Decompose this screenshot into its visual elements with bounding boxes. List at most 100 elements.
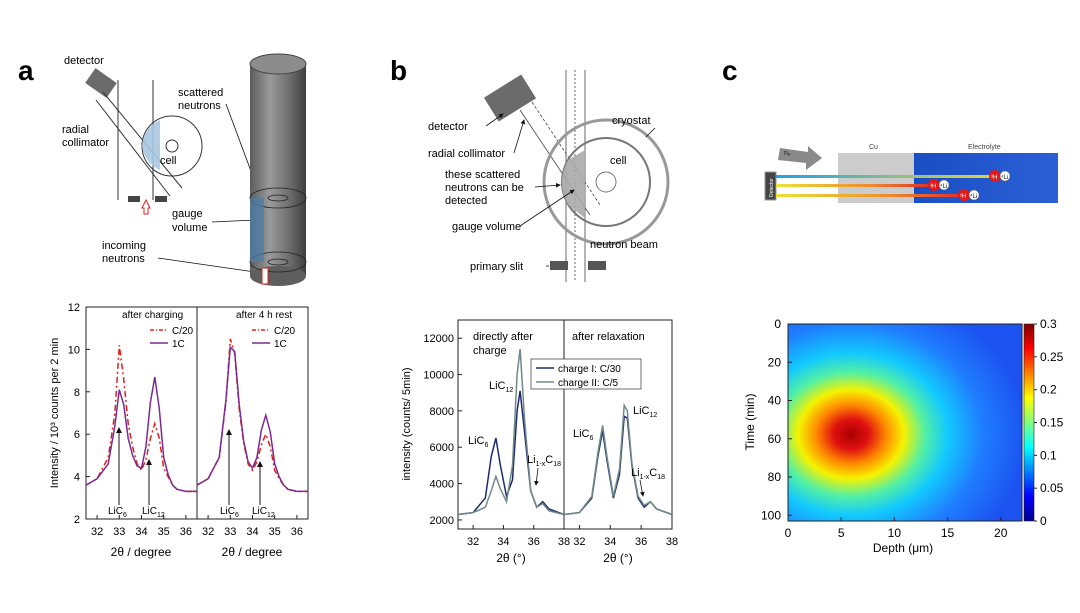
xtick-label-c: 5 xyxy=(838,526,845,540)
plot-b-frame xyxy=(457,319,673,530)
plot-b-legend: charge I: C/30 charge II: C/5 xyxy=(530,358,642,390)
cbar-tick-label: 0.15 xyxy=(1040,416,1064,430)
ann-a-lic12-left: LiC12 xyxy=(142,506,165,519)
plot-a-xlabel-left: 2θ / degree xyxy=(111,545,172,559)
plot-b-ylabel: intensity (counts/ 5min) xyxy=(401,367,413,480)
legend-a-label: C/20 xyxy=(172,326,194,337)
xtick-label-c: 0 xyxy=(785,526,792,540)
xtick-label-a: 32 xyxy=(202,526,214,538)
xtick-label-a: 34 xyxy=(246,526,258,538)
legend-b-1: charge I: C/30 xyxy=(558,364,621,375)
xtick-label-a: 36 xyxy=(291,526,303,538)
label-these2: neutrons can be xyxy=(445,182,524,194)
xtick-label-b: 36 xyxy=(528,536,540,548)
ytick-label-b: 6000 xyxy=(430,442,454,454)
ann-b-li-left: Li1-xC18 xyxy=(527,454,561,468)
plot-a-left-title: after charging xyxy=(122,310,183,321)
ytick-label-a: 2 xyxy=(74,514,80,526)
heatmap-ylabel: Time (min) xyxy=(743,394,757,451)
ytick-label-a: 6 xyxy=(74,429,80,441)
ann-b-li-right: Li1-xC18 xyxy=(631,467,665,481)
xtick-label-b: 38 xyxy=(558,536,570,548)
xtick-label-a: 33 xyxy=(113,526,125,538)
label-detector-c: Detector xyxy=(769,178,775,197)
plot-b-xlabel-left: 2θ (°) xyxy=(496,551,525,565)
panel-c-schematic: Cu Electrolyte Detector nₑ ³H ⁴Li ³H ⁴Li… xyxy=(764,144,1058,203)
label-cell-b: cell xyxy=(610,155,627,167)
plot-a-xlabel-right: 2θ / degree xyxy=(222,545,283,559)
label-incoming-neutrons: neutrons xyxy=(102,253,145,265)
label-li-1: ⁴Li xyxy=(1001,174,1008,181)
plot-a-right-title: after 4 h rest xyxy=(236,310,292,321)
cbar-tick-label: 0.3 xyxy=(1040,317,1057,331)
heatmap-xlabel: Depth (μm) xyxy=(873,541,933,555)
label-beam: neutron beam xyxy=(590,239,658,251)
xtick-label-a: 34 xyxy=(135,526,147,538)
ytick-label-c: 0 xyxy=(774,317,781,331)
label-detector-a: detector xyxy=(64,55,104,67)
cbar-tick-label: 0 xyxy=(1040,514,1047,528)
ytick-label-b: 2000 xyxy=(430,515,454,527)
cbar-tick-label: 0.1 xyxy=(1040,448,1057,462)
xtick-label-a: 35 xyxy=(158,526,170,538)
label-ne: nₑ xyxy=(784,150,791,157)
label-neutrons: neutrons xyxy=(178,100,221,112)
label-h-3: ³H xyxy=(960,194,966,200)
label-h-2: ³H xyxy=(930,184,936,190)
label-collimator: collimator xyxy=(62,137,109,149)
ytick-label-c: 60 xyxy=(768,432,782,446)
label-electrolyte: Electrolyte xyxy=(968,144,1001,151)
ann-b-lic12-left: LiC12 xyxy=(489,380,513,394)
series-b-left-0 xyxy=(457,390,565,516)
label-li-3: ⁴Li xyxy=(970,193,977,200)
ytick-label-b: 10000 xyxy=(423,370,454,382)
series-a-left-1c xyxy=(85,376,197,493)
series-a-right-1c xyxy=(196,345,308,493)
panel-b-schematic: detector radial collimator these scatter… xyxy=(428,70,670,282)
panel-letter-b: b xyxy=(390,55,407,86)
xtick-label-b: 34 xyxy=(604,536,616,548)
legend-a-label: C/20 xyxy=(274,326,296,337)
label-slit: primary slit xyxy=(470,261,523,273)
xtick-label-a: 32 xyxy=(91,526,103,538)
xtick-label-a: 33 xyxy=(224,526,236,538)
panel-letter-a: a xyxy=(18,55,34,86)
label-detector-b: detector xyxy=(428,121,468,133)
panel-c-heatmap: Time (min) Depth (μm) 0 5 10 15 20 0 20 40 60 80… xyxy=(743,317,1064,555)
ytick-label-c: 40 xyxy=(768,394,782,408)
series-a-left-c20 xyxy=(85,345,197,493)
ytick-label-c: 100 xyxy=(761,508,781,522)
ann-a-lic6-right: LiC6 xyxy=(220,506,239,519)
xtick-label-c: 15 xyxy=(941,526,955,540)
legend-b-2: charge II: C/5 xyxy=(558,378,618,389)
label-these3: detected xyxy=(445,195,487,207)
cbar-tick-label: 0.2 xyxy=(1040,383,1057,397)
ytick-label-c: 20 xyxy=(768,355,782,369)
incoming-arrow xyxy=(778,146,822,170)
xtick-label-b: 32 xyxy=(573,536,585,548)
ann-a-lic12-right: LiC12 xyxy=(252,506,275,519)
xtick-label-a: 36 xyxy=(180,526,192,538)
plot-b-left-title2: charge xyxy=(473,345,507,357)
cryostat-circle xyxy=(542,118,670,246)
plot-b-left-title1: directly after xyxy=(473,331,533,343)
label-incoming: incoming xyxy=(102,240,146,252)
ytick-label-b: 12000 xyxy=(423,333,454,345)
ann-b-lic12-right: LiC12 xyxy=(633,405,657,419)
ytick-label-a: 8 xyxy=(74,387,80,399)
ytick-label-b: 4000 xyxy=(430,479,454,491)
xtick-label-b: 34 xyxy=(497,536,509,548)
panel-a-schematic: detector scattered neutrons radial colli… xyxy=(62,53,307,286)
panel-letter-c: c xyxy=(722,55,738,86)
plot-b-right-title: after relaxation xyxy=(572,331,645,343)
panel-b-plot: intensity (counts/ 5min) directly after … xyxy=(401,319,678,565)
heatmap-field xyxy=(788,324,1022,521)
label-cu: Cu xyxy=(869,144,878,151)
label-h-1: ³H xyxy=(991,175,997,181)
panel-a-plot: Intensity / 10³ counts per 2 min after c… xyxy=(49,302,309,559)
xtick-label-c: 20 xyxy=(994,526,1008,540)
ytick-label-b: 8000 xyxy=(430,406,454,418)
xtick-label-b: 36 xyxy=(635,536,647,548)
